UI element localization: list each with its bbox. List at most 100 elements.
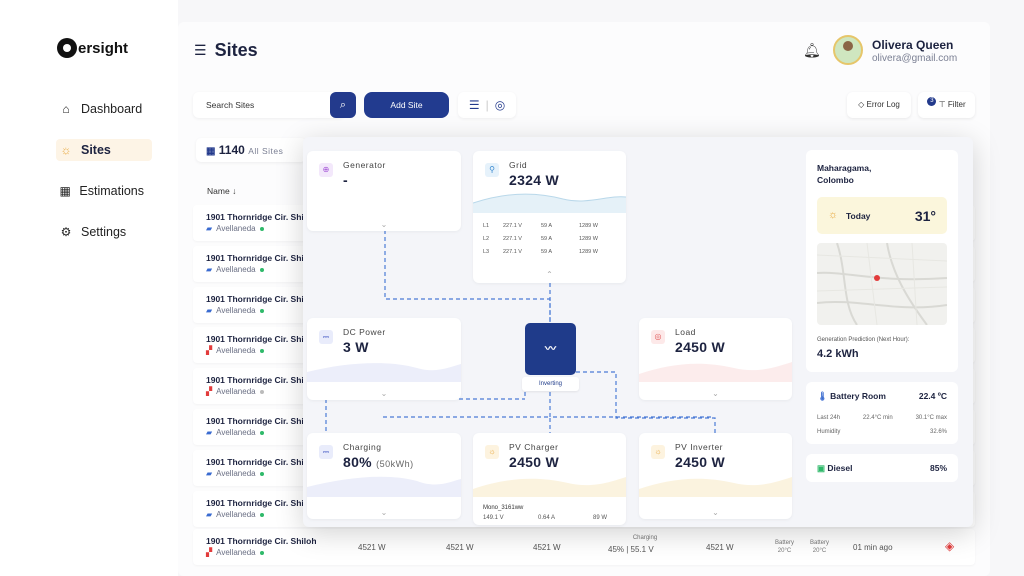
status-dot	[259, 471, 264, 476]
sidebar-item-sites[interactable]: ☼ Sites	[56, 139, 152, 161]
search-input[interactable]: Search Sites	[193, 92, 345, 118]
bell-icon[interactable]: 🔔︎	[803, 42, 821, 58]
load-card[interactable]: ◎ Load 2450 W ⌄	[639, 318, 792, 400]
search-button[interactable]: ⌕	[330, 92, 356, 118]
status-dot	[259, 550, 264, 555]
chevron-down-icon[interactable]: ⌄	[712, 508, 719, 517]
sidebar-item-dashboard[interactable]: ⌂ Dashboard	[56, 98, 152, 120]
phase: L3	[483, 249, 490, 255]
amp: 59 A	[541, 249, 553, 255]
card-value: 2324 W	[509, 172, 560, 188]
watt: 1289 W	[579, 249, 598, 255]
filter-button[interactable]: 3 ⊤ Filter	[918, 92, 975, 118]
pv-device: Mono_3161ww	[483, 505, 524, 511]
location-line2: Colombo	[817, 175, 854, 185]
battery-room-card: 🌡︎ Battery Room 22.4 ºC Last 24h 22.4°C …	[806, 382, 958, 444]
pv-inverter-wave	[639, 477, 792, 497]
filter-label: Filter	[947, 100, 966, 109]
humidity-row: Humidity 32.6%	[817, 429, 947, 435]
add-site-button[interactable]: Add Site	[364, 92, 449, 118]
battery-room-value: 22.4 ºC	[918, 391, 947, 401]
card-label: Charging	[343, 442, 382, 452]
row-city: Avellaneda	[216, 224, 256, 233]
row-city: Avellaneda	[216, 548, 256, 557]
charging-value: 45% | 55.1 V	[608, 545, 654, 554]
card-label: Grid	[509, 160, 528, 170]
sidebar: ersight ⌂ Dashboard ☼ Sites ▦ Estimation…	[0, 0, 178, 576]
thermometer-icon: 🌡︎	[817, 391, 828, 401]
menu-icon[interactable]: ☰	[194, 42, 207, 58]
chevron-down-icon[interactable]: ⌄	[712, 389, 719, 398]
sidebar-item-settings[interactable]: ⚙ Settings	[56, 221, 152, 243]
card-value: 80% (50kWh)	[343, 454, 414, 470]
error-diamond-icon[interactable]: ◈	[945, 539, 955, 553]
battery-room-range: Last 24h 22.4°C min 30.1°C max	[817, 415, 947, 421]
sort-down-icon: ↓	[232, 186, 237, 196]
row-title: 1901 Thornridge Cir. Shiloh	[206, 294, 316, 304]
diesel-title: ▣ Diesel	[817, 463, 852, 474]
count-value: 1140	[218, 143, 245, 157]
solar-panel-icon: ▰	[206, 510, 213, 519]
battery-a: Battery 20°C	[775, 539, 794, 555]
charging-card[interactable]: ⎓ Charging 80% (50kWh) ⌄	[307, 433, 461, 519]
dc-power-card[interactable]: ⎓ DC Power 3 W ⌄	[307, 318, 461, 400]
cell-value: 4521 W	[358, 543, 386, 552]
amp: 59 A	[541, 236, 553, 242]
status-dot	[259, 308, 264, 313]
card-value: 2450 W	[675, 454, 726, 470]
inverter-icon[interactable]: 〰	[525, 323, 576, 375]
phase: L2	[483, 236, 490, 242]
list-view-icon[interactable]: ☰	[468, 98, 480, 112]
prediction-value: 4.2 kWh	[817, 348, 859, 360]
alert-icon: ▞	[206, 346, 213, 355]
volt: 227.1 V	[503, 223, 522, 229]
sidebar-item-estimations[interactable]: ▦ Estimations	[56, 180, 152, 202]
chevron-down-icon[interactable]: ⌄	[380, 389, 388, 398]
row-city: Avellaneda	[216, 469, 256, 478]
generator-card[interactable]: ⊕ Generator - ⌄	[307, 151, 461, 231]
map-roads	[817, 243, 947, 325]
chevron-up-icon[interactable]: ⌃	[546, 270, 553, 279]
battery-plug-icon: ⎓	[319, 445, 333, 459]
range-period: Last 24h	[817, 415, 841, 421]
diesel-label: Diesel	[827, 463, 853, 473]
error-log-button[interactable]: ◇ Error Log	[847, 92, 911, 118]
row-sub: ▰ Avellaneda	[206, 469, 264, 478]
site-location: Maharagama, Colombo	[817, 162, 871, 186]
sidebar-item-label: Settings	[81, 225, 127, 239]
card-value: 2450 W	[675, 339, 726, 355]
map-pin-icon	[874, 275, 880, 281]
avatar[interactable]	[833, 35, 863, 65]
grid-phase-table: L1 227.1 V 59 A 1289 W L2 227.1 V 59 A 1289 W …	[483, 223, 598, 262]
pv-charger-wave	[473, 477, 626, 497]
watt: 1289 W	[579, 223, 598, 229]
weather-today: ☼ Today 31°	[817, 197, 947, 234]
row-title: 1901 Thornridge Cir. Shiloh	[206, 375, 316, 385]
humidity-value: 32.6%	[929, 429, 947, 435]
chevron-down-icon[interactable]: ⌄	[380, 508, 388, 517]
chevron-down-icon[interactable]: ⌄	[380, 220, 388, 229]
location-line1: Maharagama,	[817, 163, 872, 173]
cell-value: 4521 W	[706, 543, 734, 552]
volt: 227.1 V	[503, 236, 522, 242]
solar-panel-icon: ▰	[206, 428, 213, 437]
pv-charger-card[interactable]: ☼ PV Charger 2450 W Mono_3161ww 149.1 V …	[473, 433, 626, 525]
row-sub: ▰ Avellaneda	[206, 224, 264, 233]
pv-inverter-card[interactable]: ☼ PV Inverter 2450 W ⌄	[639, 433, 792, 519]
user-name: Olivera Queen	[872, 38, 954, 52]
logo[interactable]: ersight	[57, 38, 128, 58]
charging-percent: 80%	[343, 454, 372, 470]
row-title: 1901 Thornridge Cir. Shiloh	[206, 416, 316, 426]
sites-count: ▦ 1140 All Sites	[196, 138, 306, 162]
site-map[interactable]	[817, 243, 947, 325]
charging-wave	[307, 476, 461, 497]
map-pin-icon[interactable]: ◎	[494, 98, 506, 112]
row-title: 1901 Thornridge Cir. Shiloh	[206, 457, 316, 467]
card-label: Load	[675, 327, 696, 337]
toggle-divider: |	[485, 98, 489, 112]
grid-card[interactable]: ⚲ Grid 2324 W L1 227.1 V 59 A 1289 W L2 227.…	[473, 151, 626, 283]
status-dot	[259, 430, 264, 435]
column-header-name[interactable]: Name ↓	[207, 186, 236, 196]
table-row[interactable]: 1901 Thornridge Cir. Shiloh ▞ Avellaneda…	[193, 529, 975, 565]
view-toggle: ☰ | ◎	[458, 92, 516, 118]
